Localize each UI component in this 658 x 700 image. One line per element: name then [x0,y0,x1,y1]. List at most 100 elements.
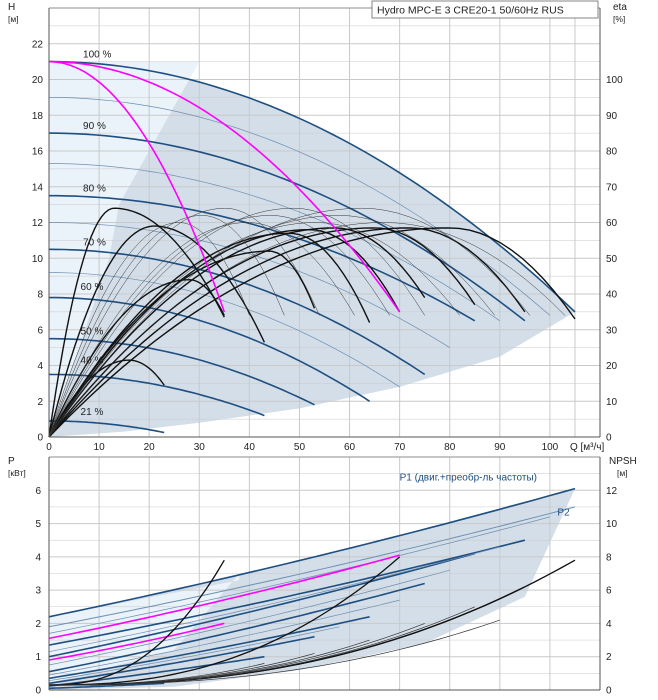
y-tick-label: 0 [35,686,41,697]
curve-annotation: P1 (двиг.+преобр-ль частоты) [400,471,537,483]
efficiency-curve-thin [48,222,250,438]
x-tick-label: 40 [244,442,256,453]
npsh-curve [49,556,401,686]
x-tick-label: 0 [46,442,52,453]
x-tick-label: 90 [494,442,506,453]
x-axis-label: Q [м³/ч] [570,442,605,453]
speed-label: 50 % [81,327,104,338]
power-curve [48,616,370,680]
head-curve-40 [48,373,265,417]
y-tick-label: 20 [32,75,44,86]
y-axis-unit-right: [м] [617,468,628,478]
y-tick-label-right: 4 [606,619,612,630]
highlight-power-curve [48,622,225,661]
power-curve-intermediate [48,599,400,676]
efficiency-curve-thin [48,215,390,438]
head-curve-100 [48,60,576,313]
efficiency-curve [48,227,426,438]
efficiency-curve-thin [48,207,320,438]
head-curve-80 [49,194,476,322]
efficiency-curve [48,207,225,438]
efficiency-curve [48,232,371,438]
light-region [49,61,200,437]
speed-label: 60 % [81,282,104,293]
y-tick-label-right: 10 [606,519,618,530]
x-tick-label: 50 [294,442,306,453]
power-curve [48,506,576,628]
x-tick-label: 70 [394,442,406,453]
efficiency-curve-thin [48,207,531,438]
efficiency-curve [48,228,401,438]
y-axis-unit-right: [%] [613,14,625,24]
head-curve-50 [49,337,315,406]
power-curve-intermediate [48,569,450,666]
x-tick-label: 30 [194,442,206,453]
efficiency-curve-thin [48,207,425,438]
y-tick-label: 10 [32,254,44,265]
npsh-curve [49,559,225,686]
operating-area [49,61,575,437]
highlight-curve [48,60,401,313]
power-curve [48,552,476,658]
y-tick-label: 2 [37,397,43,408]
speed-label: 90 % [83,121,106,132]
y-tick-label: 16 [32,147,44,158]
x-tick-label: 100 [542,442,559,453]
light-region [49,573,240,684]
head-curve-70 [48,248,426,376]
y-tick-label: 6 [35,486,41,497]
y-axis-label-right: NPSH [609,456,637,467]
operating-area [49,488,575,690]
y-tick-label: 6 [37,325,43,336]
npsh-curve-thin [49,619,500,686]
efficiency-curve [48,225,266,438]
y-axis-label: H [8,2,15,13]
power-curve-intermediate [48,626,340,682]
head-curve-90 [48,132,526,322]
y-tick-label-right: 90 [606,111,618,122]
axes [48,7,601,438]
speed-label: 40 % [81,355,104,366]
power-curve-intermediate [48,516,550,634]
efficiency-curve-thin [48,222,355,438]
y-tick-label-right: 100 [606,75,623,86]
efficiency-curve [48,227,526,438]
y-tick-label: 2 [35,619,41,630]
y-tick-label-right: 8 [606,552,612,563]
power-curve [48,682,165,690]
y-tick-label-right: 50 [606,254,618,265]
y-axis-unit: [м] [8,14,19,24]
y-tick-label: 14 [32,182,44,193]
y-tick-label: 1 [35,652,41,663]
power-curve [48,582,425,673]
y-tick-label-right: 6 [606,586,612,597]
highlight-power-curve [48,554,400,640]
grid [48,456,601,690]
y-tick-label: 18 [32,111,44,122]
chart-title: Hydro MPC-E 3 CRE20-1 50/60Hz RUS [377,5,564,17]
speed-label: 21 % [81,407,104,418]
y-tick-label-right: 60 [606,218,618,229]
y-tick-label: 8 [37,290,43,301]
speed-label: 100 % [83,50,111,61]
title-box [371,0,599,19]
y-axis-unit: [кВт] [8,468,26,478]
highlight-curve [48,60,226,313]
x-tick-label: 80 [444,442,456,453]
y-tick-label-right: 80 [606,147,618,158]
y-tick-label-right: 70 [606,182,618,193]
power-curve-intermediate [48,546,500,653]
y-tick-label-right: 10 [606,397,618,408]
y-tick-label-right: 20 [606,361,618,372]
head-efficiency-panel: 0 2 4 6 8 10 12 14 16 18 20 22 0 10 20 30 40 50 60 70 80 90 10… [8,0,627,453]
y-tick-label: 0 [37,433,43,444]
head-curve-intermediate [48,222,450,348]
curve-annotation: P2 [557,507,570,518]
power-curve [48,487,576,618]
y-axis-label-right: eta [613,2,627,13]
curves [48,60,576,438]
efficiency-curve-thin [48,222,566,438]
y-tick-label: 22 [32,39,44,50]
y-tick-label-right: 0 [606,686,612,697]
